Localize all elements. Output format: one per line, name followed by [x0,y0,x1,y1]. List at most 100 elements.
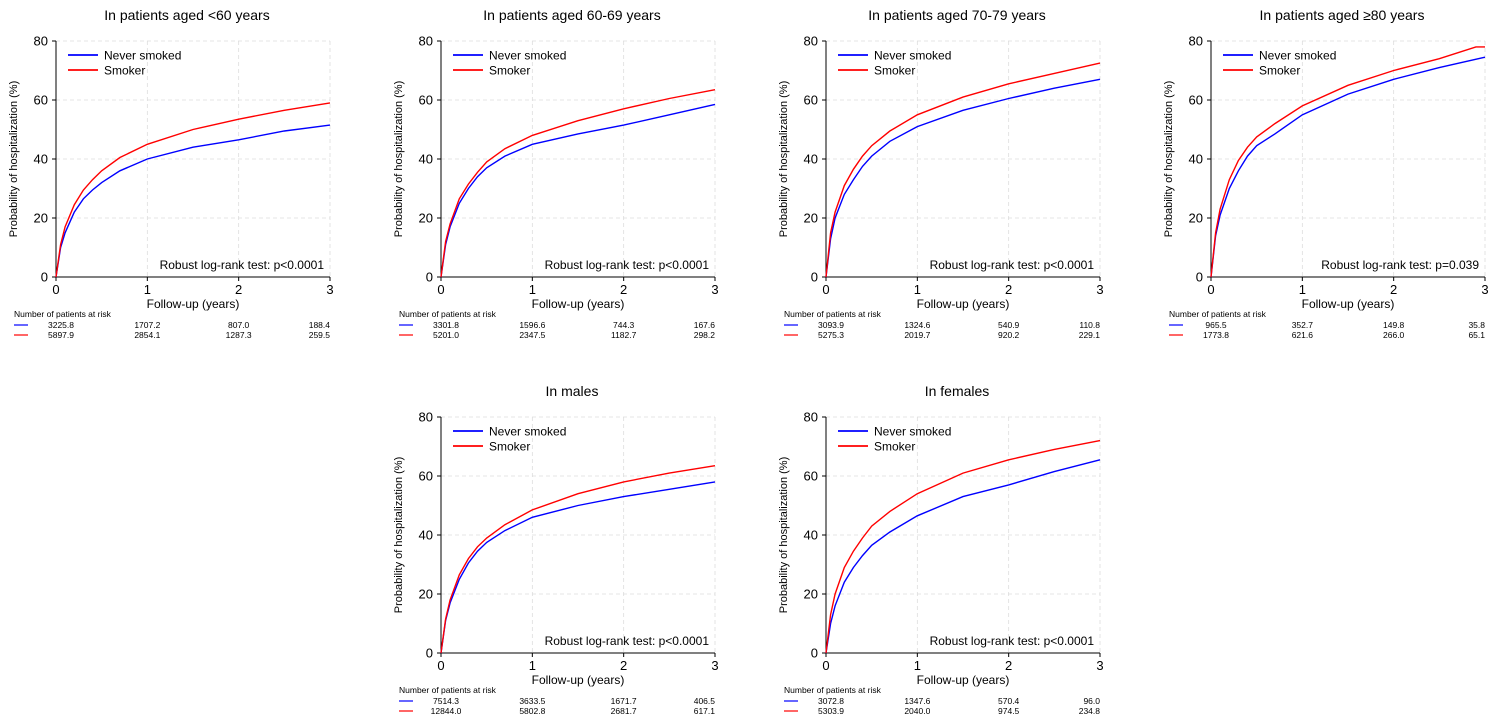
chart-panel-3: In patients aged 70-79 years 0 20 40 60 80 0 1 2… [778,7,1104,340]
chart-panel-5: In males 0 20 40 60 80 0 1 2 3 Follow-up (years) Pr… [393,383,719,716]
risk-value-smoker: 234.8 [1079,706,1101,716]
risk-value-never-smoked: 1347.6 [904,696,930,706]
y-tick-label: 60 [34,93,48,108]
risk-value-smoker: 2681.7 [611,706,637,716]
risk-value-smoker: 266.0 [1383,330,1405,340]
legend-label: Never smoked [489,425,566,439]
legend-label: Never smoked [874,49,951,63]
chart-title: In patients aged 70-79 years [868,7,1045,23]
risk-value-smoker: 298.2 [694,330,716,340]
risk-value-smoker: 974.5 [998,706,1020,716]
smoker-curve [440,89,716,278]
risk-value-smoker: 2040.0 [904,706,930,716]
legend-label: Never smoked [104,49,181,63]
x-axis-label: Follow-up (years) [532,297,625,311]
y-axis-label: Probability of hospitalization (%) [778,81,790,238]
x-axis-label: Follow-up (years) [917,297,1010,311]
x-axis-label: Follow-up (years) [917,673,1010,687]
y-tick-label: 40 [419,152,433,167]
risk-value-never-smoked: 570.4 [998,696,1020,706]
never-smoked-curve [1210,56,1486,278]
x-tick-label: 3 [1481,282,1488,297]
y-tick-label: 80 [34,34,48,49]
x-tick-label: 0 [822,282,829,297]
risk-value-never-smoked: 744.3 [613,320,635,330]
y-axis-label: Probability of hospitalization (%) [393,81,405,238]
y-tick-label: 0 [41,270,48,285]
risk-value-smoker: 65.1 [1468,330,1485,340]
risk-value-smoker: 259.5 [309,330,331,340]
risk-value-smoker: 229.1 [1079,330,1101,340]
y-tick-label: 0 [426,270,433,285]
x-tick-label: 1 [144,282,151,297]
smoker-curve [1210,46,1485,278]
risk-value-smoker: 2347.5 [519,330,545,340]
risk-table-title: Number of patients at risk [784,685,882,695]
risk-value-never-smoked: 1707.2 [134,320,160,330]
y-tick-label: 20 [804,211,818,226]
y-tick-label: 60 [804,469,818,484]
legend-label: Smoker [489,64,530,78]
risk-value-smoker: 12844.0 [431,706,462,716]
y-tick-label: 40 [34,152,48,167]
y-axis-label: Probability of hospitalization (%) [393,457,405,614]
legend-label: Smoker [874,440,915,454]
y-axis-label: Probability of hospitalization (%) [778,457,790,614]
never-smoked-curve [825,78,1101,278]
chart-title: In females [925,383,990,399]
risk-table-title: Number of patients at risk [784,309,882,319]
risk-value-never-smoked: 1596.6 [519,320,545,330]
x-tick-label: 0 [1207,282,1214,297]
x-tick-label: 2 [620,658,627,673]
risk-value-never-smoked: 965.5 [1205,320,1227,330]
x-tick-label: 3 [711,658,718,673]
risk-value-smoker: 1182.7 [611,330,637,340]
smoker-curve [825,62,1101,278]
smoker-curve [440,465,716,654]
y-tick-label: 20 [1189,211,1203,226]
y-tick-label: 0 [1196,270,1203,285]
smoker-curve [55,102,331,278]
y-tick-label: 80 [419,34,433,49]
x-tick-label: 0 [52,282,59,297]
y-tick-label: 60 [1189,93,1203,108]
x-tick-label: 0 [437,658,444,673]
y-tick-label: 80 [1189,34,1203,49]
logrank-text: Robust log-rank test: p<0.0001 [930,634,1095,648]
risk-value-never-smoked: 188.4 [309,320,331,330]
risk-value-smoker: 2019.7 [904,330,930,340]
never-smoked-curve [440,103,716,278]
risk-value-smoker: 920.2 [998,330,1020,340]
chart-title: In patients aged 60-69 years [483,7,660,23]
risk-value-never-smoked: 149.8 [1383,320,1405,330]
risk-value-smoker: 1287.3 [226,330,252,340]
x-tick-label: 3 [1096,282,1103,297]
x-tick-label: 0 [822,658,829,673]
y-tick-label: 80 [804,34,818,49]
x-axis-label: Follow-up (years) [1302,297,1395,311]
risk-value-smoker: 5802.8 [519,706,545,716]
x-tick-label: 3 [711,282,718,297]
risk-table-title: Number of patients at risk [399,685,497,695]
risk-value-never-smoked: 3225.8 [48,320,74,330]
risk-value-never-smoked: 110.8 [1079,320,1100,330]
y-tick-label: 60 [804,93,818,108]
never-smoked-curve [825,459,1101,654]
never-smoked-curve [55,124,331,278]
risk-value-never-smoked: 406.5 [694,696,716,706]
y-tick-label: 40 [804,152,818,167]
x-tick-label: 1 [529,658,536,673]
x-tick-label: 3 [326,282,333,297]
logrank-text: Robust log-rank test: p=0.039 [1321,258,1479,272]
chart-panel-4: In patients aged ≥80 years 0 20 40 60 80 0 1 2 3 F… [1163,7,1489,340]
x-tick-label: 0 [437,282,444,297]
risk-value-smoker: 621.6 [1292,330,1314,340]
risk-value-never-smoked: 35.8 [1468,320,1485,330]
logrank-text: Robust log-rank test: p<0.0001 [545,258,710,272]
legend-label: Smoker [489,440,530,454]
risk-value-never-smoked: 540.9 [998,320,1020,330]
risk-value-smoker: 2854.1 [134,330,160,340]
legend-label: Smoker [104,64,145,78]
y-axis-label: Probability of hospitalization (%) [1163,81,1175,238]
y-tick-label: 20 [419,587,433,602]
